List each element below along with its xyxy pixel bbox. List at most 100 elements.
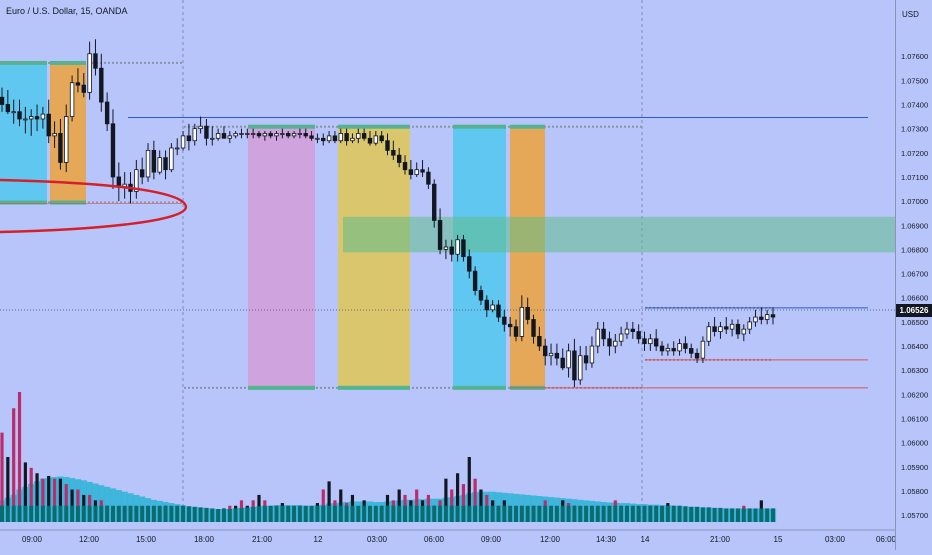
volume-avg-core <box>169 505 174 522</box>
volume-avg-core <box>730 508 735 522</box>
time-tick-label: 12:00 <box>79 535 100 544</box>
candle-body <box>52 133 57 137</box>
time-tick-label: 09:00 <box>22 535 43 544</box>
volume-avg-core <box>408 505 413 522</box>
volume-avg-core <box>227 509 232 522</box>
candle-body <box>396 154 402 163</box>
candle-body <box>408 169 414 175</box>
zone-bottom-edge <box>453 385 506 390</box>
volume-avg-core <box>204 507 209 522</box>
volume-avg-core <box>40 505 45 522</box>
volume-avg-core <box>286 505 291 522</box>
candle-body <box>286 133 291 137</box>
candle-body <box>215 133 221 139</box>
candle-body <box>280 133 285 135</box>
zone-top-edge <box>510 124 545 129</box>
volume-avg-core <box>578 505 583 522</box>
candle-body <box>116 176 122 188</box>
candle-body <box>618 333 624 342</box>
candle-body <box>274 133 279 137</box>
volume-bar <box>17 392 22 522</box>
candle-body <box>589 345 595 364</box>
time-tick-label: 15:00 <box>136 535 157 544</box>
volume-avg-core <box>321 505 326 522</box>
candle-body <box>157 157 162 173</box>
volume-avg-core <box>671 505 676 522</box>
volume-avg-core <box>613 505 618 522</box>
time-tick-label: 21:00 <box>252 535 273 544</box>
volume-avg-core <box>327 505 332 522</box>
level-lines <box>0 61 895 389</box>
volume-avg-core <box>23 505 28 522</box>
candle-body <box>613 340 618 347</box>
time-tick-label: 06:00 <box>876 535 897 544</box>
candle-body <box>169 147 174 171</box>
candle-body <box>186 135 192 142</box>
candle-body <box>607 338 612 347</box>
candle-body <box>729 323 735 330</box>
volume-bar <box>52 478 57 522</box>
volume-avg-core <box>560 505 565 522</box>
volume-bar <box>461 484 466 522</box>
volume-avg-core <box>549 505 554 522</box>
candle-body <box>490 304 495 311</box>
candle-body <box>46 113 51 137</box>
volume-avg-core <box>508 505 513 522</box>
candle-body <box>350 137 355 142</box>
volume-avg-core <box>268 505 273 522</box>
currency-label[interactable]: USD <box>902 10 919 19</box>
price-tick-label: 1.06600 <box>901 294 928 303</box>
volume-avg-core <box>35 505 40 522</box>
volume-avg-core <box>315 505 320 522</box>
volume-avg-core <box>5 505 10 522</box>
candle-body <box>297 133 303 135</box>
volume-avg-core <box>163 505 168 522</box>
volume-avg-core <box>280 505 285 522</box>
volume-avg-core <box>373 505 378 522</box>
candle-body <box>99 67 104 103</box>
volume-avg-core <box>630 505 635 522</box>
candle-body <box>677 343 682 352</box>
volume-profile-curve <box>0 178 188 234</box>
price-tick-label: 1.05800 <box>901 487 928 496</box>
volume-bar <box>64 484 68 522</box>
volume-avg-core <box>128 505 133 522</box>
volume-bar <box>473 478 477 522</box>
volume-bar <box>444 478 448 522</box>
candle-body <box>665 348 671 352</box>
volume-bar <box>12 408 16 522</box>
candle-body <box>134 169 139 192</box>
candle-body <box>356 133 361 139</box>
candle-body <box>139 169 145 178</box>
candle-body <box>64 116 69 163</box>
candle-body <box>5 104 11 113</box>
candle-body <box>426 171 431 185</box>
candle-body <box>332 135 338 142</box>
volume-avg-core <box>695 506 700 522</box>
candle-body <box>175 147 180 150</box>
volume-avg-core <box>134 505 139 522</box>
candle-body <box>472 270 478 291</box>
zone-cyan <box>453 126 506 388</box>
volume-avg-core <box>64 505 69 522</box>
candle-body <box>496 304 501 318</box>
volume-avg-core <box>11 505 16 522</box>
volume-avg-core <box>484 505 489 522</box>
volume-avg-core <box>105 505 110 522</box>
volume-avg-core <box>221 509 226 522</box>
candle-body <box>653 338 659 347</box>
price-scale[interactable]: 1.07600 1.07500 1.07400 1.07300 1.07200 1.071… <box>895 0 932 550</box>
volume-avg-core <box>344 505 349 522</box>
volume-avg-core <box>262 505 267 522</box>
symbol-title[interactable]: Euro / U.S. Dollar, 15, OANDA <box>6 6 128 16</box>
candle-body <box>537 335 542 347</box>
volume-avg-core <box>601 505 606 522</box>
volume-avg-core <box>665 505 670 522</box>
time-tick-label: 14:30 <box>596 535 617 544</box>
volume-bar <box>6 457 10 522</box>
current-price-tag: 1.06526 <box>896 304 932 317</box>
candle-body <box>689 348 694 354</box>
candle-body <box>507 323 513 328</box>
time-axis[interactable]: 09:00 12:00 15:00 18:00 21:00 12 03:00 06:00 09:… <box>0 529 897 544</box>
